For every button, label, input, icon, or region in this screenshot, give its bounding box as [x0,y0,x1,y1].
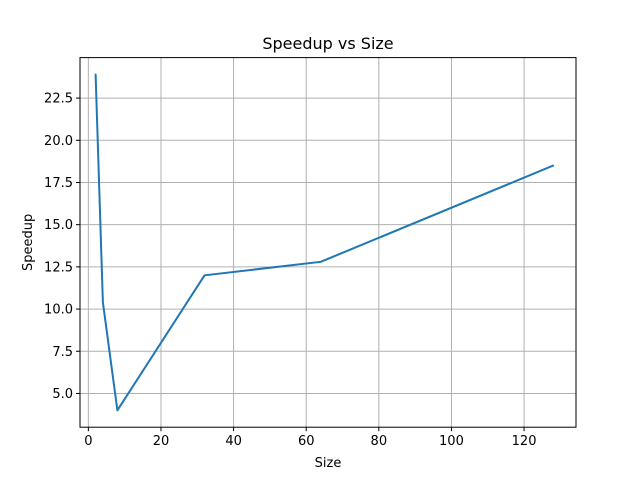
chart-title: Speedup vs Size [262,34,393,53]
y-tick-label: 12.5 [44,260,73,275]
y-tick-label: 17.5 [44,176,73,191]
x-axis-ticks: 0 20 40 60 80 100 120 [84,427,536,449]
x-tick-label: 80 [371,434,388,449]
y-axis-label: Speedup [21,214,36,271]
y-tick-label: 5.0 [52,387,73,402]
y-tick-label: 7.5 [52,345,73,360]
x-tick-label: 0 [84,434,92,449]
y-tick-label: 10.0 [44,303,73,318]
x-tick-label: 60 [298,434,315,449]
x-axis-label: Size [315,456,342,471]
x-tick-label: 120 [512,434,537,449]
x-tick-label: 100 [439,434,464,449]
y-tick-label: 15.0 [44,218,73,233]
y-axis-ticks: 5.0 7.5 10.0 12.5 15.0 17.5 20.0 22.5 [44,92,80,402]
series-line [94,73,555,412]
y-tick-label: 20.0 [44,134,73,149]
plot-area-frame [79,57,577,428]
x-tick-label: 40 [225,434,242,449]
series-layer [94,73,555,412]
y-tick-label: 22.5 [44,92,73,107]
x-tick-label: 20 [153,434,170,449]
grid [80,57,576,428]
